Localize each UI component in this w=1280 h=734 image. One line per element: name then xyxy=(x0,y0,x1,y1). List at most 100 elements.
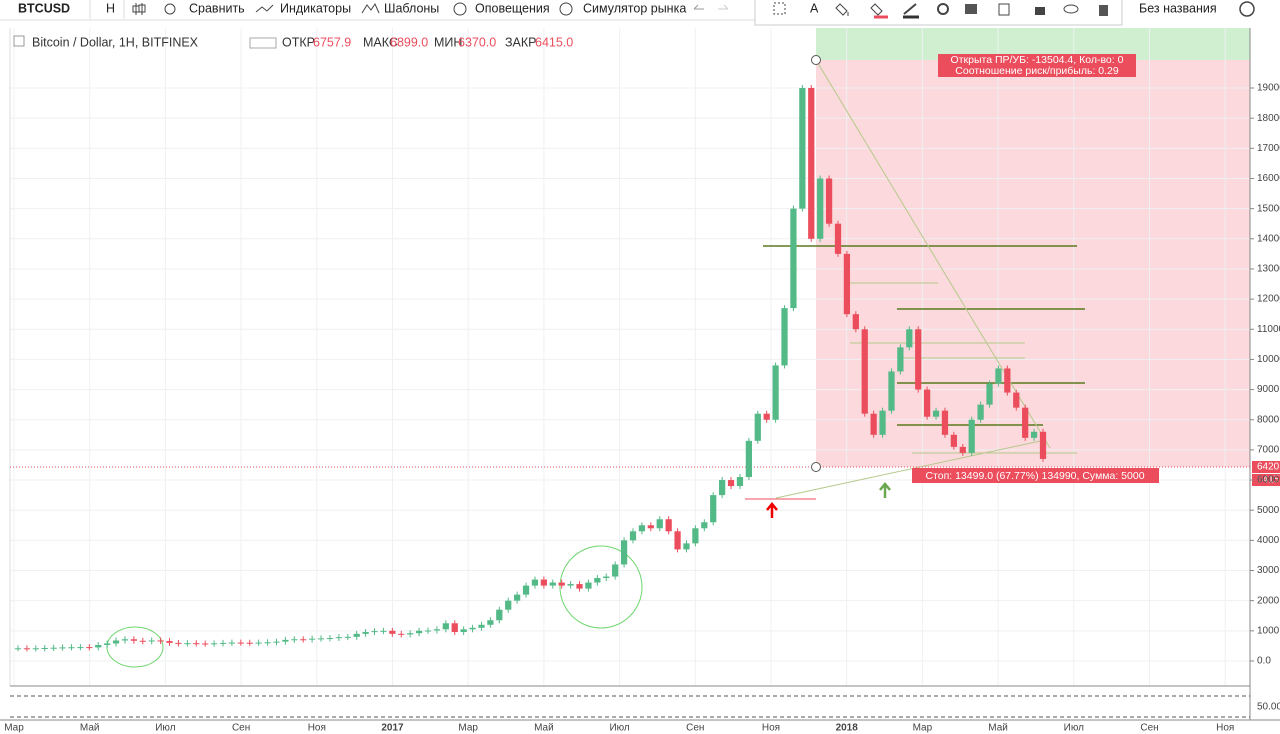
settings-icon[interactable] xyxy=(1239,1,1255,17)
candle xyxy=(246,642,253,644)
position-handle[interactable] xyxy=(811,55,821,65)
replay-icon[interactable] xyxy=(559,2,573,16)
replay-button[interactable]: Симулятор рынка xyxy=(583,1,686,15)
candle xyxy=(915,329,922,390)
candle xyxy=(371,631,378,633)
candle xyxy=(1013,392,1020,408)
tool-icon[interactable] xyxy=(870,3,883,16)
x-tick-label: Мар xyxy=(4,723,24,734)
candle xyxy=(897,347,904,372)
candle xyxy=(959,446,966,453)
candle xyxy=(629,531,637,541)
candle xyxy=(317,638,325,640)
y-tick-label: 6000 xyxy=(1257,475,1280,486)
x-tick-label: Май xyxy=(534,723,554,734)
redo-icon[interactable] xyxy=(718,4,729,10)
legend-label: ЗАКР xyxy=(505,35,537,49)
candle xyxy=(656,519,663,529)
candle xyxy=(932,410,940,417)
candle xyxy=(255,642,262,644)
compare-button[interactable]: Сравнить xyxy=(189,1,245,15)
candle xyxy=(424,630,432,632)
candle xyxy=(950,434,957,447)
y-tick-label: 19000 xyxy=(1257,83,1280,94)
y-tick-label: 18000 xyxy=(1257,113,1280,124)
indicators-button[interactable]: Индикаторы xyxy=(280,1,351,15)
tool-icon[interactable] xyxy=(937,3,949,15)
y-tick-label: 4000 xyxy=(1257,535,1280,546)
candle xyxy=(469,627,476,630)
interval[interactable]: Н xyxy=(106,1,115,15)
candle xyxy=(549,582,556,586)
tool-icon[interactable] xyxy=(965,4,977,14)
candle xyxy=(166,641,173,643)
lock-icon[interactable] xyxy=(1035,7,1045,15)
legend-buttons[interactable] xyxy=(249,37,277,49)
x-tick-label: Июл xyxy=(1064,723,1084,734)
candle xyxy=(514,594,521,601)
y-tick-label: 3000 xyxy=(1257,565,1280,576)
tool-icon[interactable] xyxy=(773,2,786,15)
y-tick-label: 15000 xyxy=(1257,203,1280,214)
sell-arrow xyxy=(766,502,778,518)
alerts-icon[interactable] xyxy=(453,2,467,16)
y-tick-label: 12000 xyxy=(1257,294,1280,305)
candle xyxy=(665,519,672,532)
candle xyxy=(585,582,592,589)
stop-label: Стоп: 13499.0 (67.77%) 134990, Сумма: 50… xyxy=(925,470,1144,482)
layout-name[interactable]: Без названия xyxy=(1139,1,1217,15)
candle xyxy=(95,644,102,648)
tool-icon[interactable] xyxy=(903,3,917,15)
trash-icon[interactable] xyxy=(1099,5,1108,16)
x-tick-label: Мар xyxy=(913,723,933,734)
stop-label-box xyxy=(912,468,1159,483)
templates-button[interactable]: Шаблоны xyxy=(384,1,439,15)
legend-toggle[interactable] xyxy=(13,35,25,47)
candle xyxy=(505,600,512,610)
alerts-button[interactable]: Оповещения xyxy=(475,1,550,15)
position-pnl: Открыта ПР/УБ: -13504.4, Кол-во: 0 xyxy=(951,54,1124,66)
compare-icon[interactable] xyxy=(164,3,176,15)
position-handle[interactable] xyxy=(811,462,821,472)
symbol[interactable]: BTCUSD xyxy=(18,1,70,15)
tool-icon[interactable] xyxy=(835,3,849,16)
chart-style-icon[interactable] xyxy=(132,3,146,15)
candle xyxy=(692,528,699,544)
eye-icon[interactable] xyxy=(1063,4,1079,14)
tool-icon[interactable] xyxy=(998,3,1010,16)
candle xyxy=(754,413,761,441)
candle xyxy=(104,643,111,645)
undo-icon[interactable] xyxy=(693,4,704,10)
candle xyxy=(620,540,628,565)
candle xyxy=(843,253,851,315)
x-tick-label: Ноя xyxy=(762,723,780,734)
legend-value: 6899.0 xyxy=(390,35,428,49)
candle xyxy=(407,633,414,635)
candle xyxy=(273,641,280,643)
tool-icon-text[interactable]: A xyxy=(810,1,819,15)
candle xyxy=(389,630,396,634)
candle xyxy=(594,578,601,583)
candle xyxy=(879,410,886,435)
trend-line xyxy=(775,439,1046,499)
x-tick-label: Май xyxy=(80,723,100,734)
x-tick-label: Сен xyxy=(686,723,704,734)
candle xyxy=(612,564,619,577)
y-tick-label: 10000 xyxy=(1257,354,1280,365)
candle xyxy=(558,582,565,586)
candle xyxy=(184,643,191,645)
candle xyxy=(674,531,681,550)
candle xyxy=(522,585,530,595)
candle xyxy=(763,413,770,420)
indicators-icon[interactable] xyxy=(255,4,274,13)
candle xyxy=(14,648,22,650)
templates-icon[interactable] xyxy=(361,2,380,14)
candle xyxy=(710,495,717,523)
x-tick-label: 2018 xyxy=(836,723,859,734)
candle xyxy=(790,208,797,309)
candle xyxy=(202,643,209,645)
candle xyxy=(478,624,485,628)
candle xyxy=(210,643,218,645)
y-tick-label: 17000 xyxy=(1257,143,1280,154)
